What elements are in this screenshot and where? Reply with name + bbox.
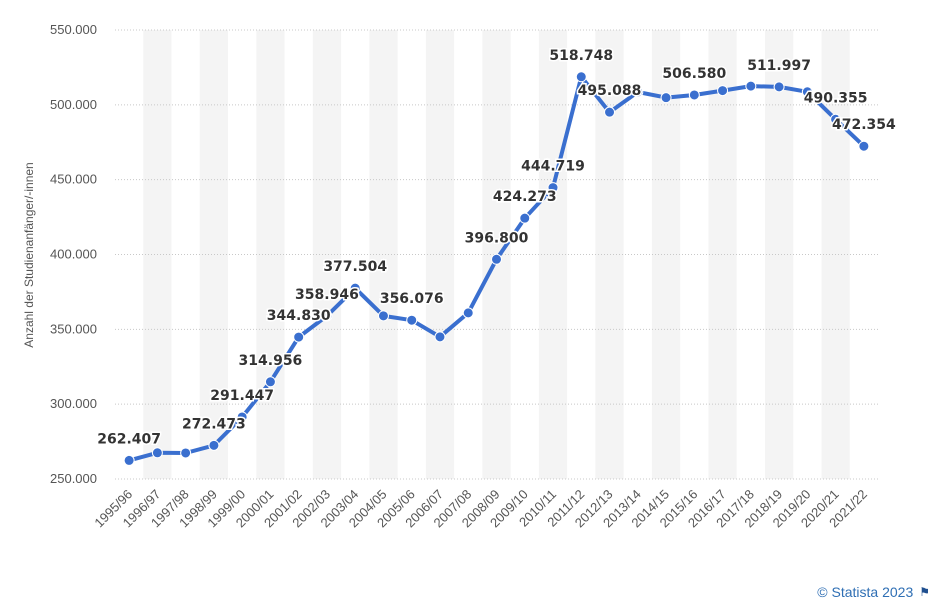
y-tick-label: 350.000 — [50, 321, 97, 336]
data-point — [377, 310, 389, 322]
data-point — [801, 86, 813, 98]
data-point — [745, 80, 757, 92]
credit-text: © Statista 2023 — [817, 584, 914, 600]
data-point — [236, 411, 248, 423]
column-band — [651, 30, 681, 479]
data-label: 495.088 — [578, 83, 642, 99]
column-band — [708, 30, 737, 479]
data-point — [208, 439, 220, 451]
data-label: 518.748 — [549, 48, 613, 64]
data-label: 356.076 — [380, 291, 444, 307]
data-point — [406, 314, 418, 326]
data-label: 424.273 — [493, 189, 557, 205]
x-axis-ticks: 1995/961996/971997/981998/991999/002000/… — [91, 487, 870, 531]
data-labels: 262.407 272.473 291.447 314.956 344.830 358.9… — [96, 46, 898, 449]
column-band — [256, 30, 285, 479]
data-point — [604, 106, 616, 118]
column-band — [312, 30, 342, 479]
data-point — [434, 331, 446, 343]
data-point — [773, 81, 785, 93]
data-point — [717, 85, 729, 97]
data-point — [858, 140, 870, 152]
data-label: 444.719 — [521, 159, 585, 175]
data-label: 472.354 — [832, 117, 896, 133]
data-point — [547, 182, 559, 194]
y-axis-label: Anzahl der Studienanfänger/-innen — [22, 162, 36, 347]
data-point — [264, 376, 276, 388]
data-point — [632, 86, 644, 98]
data-point — [575, 71, 587, 83]
data-point — [123, 454, 135, 466]
data-point — [688, 89, 700, 101]
data-point — [660, 92, 672, 104]
data-point — [491, 253, 502, 265]
data-point — [349, 282, 361, 294]
data-point — [462, 307, 474, 319]
data-label: 314.956 — [239, 353, 303, 369]
data-point — [519, 212, 531, 224]
data-point — [180, 447, 192, 459]
data-point — [321, 310, 333, 322]
data-label: 511.997 — [747, 58, 811, 74]
y-tick-label: 500.000 — [50, 97, 97, 112]
flag-icon: ⚑ — [919, 585, 930, 599]
y-tick-label: 450.000 — [50, 172, 97, 187]
data-label: 291.447 — [210, 388, 274, 404]
data-points — [123, 71, 870, 466]
data-label: 358.946 — [295, 287, 359, 303]
data-label: 344.830 — [267, 308, 331, 324]
data-label: 262.407 — [97, 431, 161, 447]
y-tick-label: 250.000 — [50, 471, 97, 486]
data-point — [830, 113, 842, 125]
y-tick-label: 400.000 — [50, 247, 97, 262]
data-label: 272.473 — [182, 416, 246, 432]
data-label: 490.355 — [804, 90, 868, 106]
data-label: 377.504 — [323, 259, 387, 275]
statista-credit-link[interactable]: © Statista 2023 ⚑ — [817, 584, 930, 600]
y-axis-ticks: 250.000 300.000 350.000 400.000 450.000 500.0… — [50, 22, 97, 486]
data-label: 396.800 — [465, 230, 529, 246]
y-tick-label: 300.000 — [50, 396, 97, 411]
data-point — [151, 447, 163, 459]
column-band — [369, 30, 398, 479]
data-point — [293, 331, 305, 343]
data-label: 506.580 — [662, 66, 726, 82]
y-tick-label: 550.000 — [50, 22, 97, 37]
